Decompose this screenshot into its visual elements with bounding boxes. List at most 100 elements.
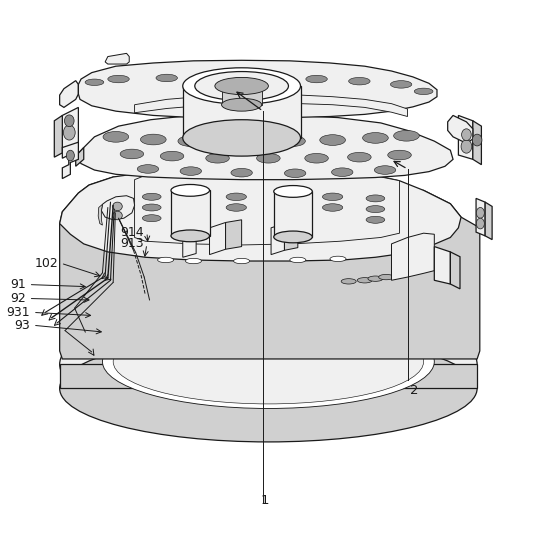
Ellipse shape [171,230,210,242]
Ellipse shape [59,305,477,423]
Ellipse shape [66,150,75,161]
Polygon shape [135,170,399,245]
Ellipse shape [178,136,204,146]
Polygon shape [171,190,210,236]
Ellipse shape [366,205,385,213]
Ellipse shape [305,153,329,163]
Ellipse shape [226,204,247,211]
Ellipse shape [341,279,356,284]
Ellipse shape [137,164,159,173]
Ellipse shape [357,278,372,283]
Ellipse shape [113,320,423,404]
Ellipse shape [366,195,385,202]
Ellipse shape [231,168,252,177]
Polygon shape [391,233,434,280]
Ellipse shape [143,215,161,222]
Text: 91: 91 [10,278,26,291]
Ellipse shape [108,75,129,83]
Ellipse shape [202,74,223,82]
Ellipse shape [348,152,371,162]
Ellipse shape [477,208,485,218]
Polygon shape [485,202,492,240]
Ellipse shape [388,150,411,160]
Ellipse shape [195,72,288,100]
Ellipse shape [64,115,74,126]
Text: 913: 913 [121,237,144,251]
Ellipse shape [226,193,247,200]
Polygon shape [62,142,78,179]
Polygon shape [78,60,437,118]
Ellipse shape [414,88,433,94]
Polygon shape [434,247,450,284]
Polygon shape [62,108,78,153]
Ellipse shape [390,81,412,88]
Ellipse shape [120,149,144,159]
Text: 931: 931 [6,306,30,319]
Polygon shape [183,86,301,138]
Text: 93: 93 [14,319,30,332]
Ellipse shape [180,167,202,176]
Ellipse shape [366,216,385,223]
Polygon shape [59,81,78,108]
Polygon shape [448,115,473,144]
Polygon shape [473,121,481,164]
Ellipse shape [477,218,485,229]
Polygon shape [301,95,407,116]
Ellipse shape [63,125,75,140]
Polygon shape [210,222,226,254]
Ellipse shape [323,204,343,211]
Polygon shape [450,252,460,289]
Ellipse shape [306,75,327,83]
Ellipse shape [362,132,388,144]
Polygon shape [226,220,242,250]
Ellipse shape [160,151,184,161]
Ellipse shape [274,231,312,243]
Ellipse shape [113,211,122,220]
Ellipse shape [320,135,346,145]
Polygon shape [222,86,262,105]
Polygon shape [59,169,461,261]
Ellipse shape [215,77,269,94]
Ellipse shape [330,256,346,262]
Ellipse shape [221,98,262,111]
Polygon shape [76,114,453,179]
Ellipse shape [274,185,312,197]
Ellipse shape [368,276,383,282]
Ellipse shape [378,274,393,280]
Ellipse shape [103,131,129,142]
Text: 1: 1 [260,494,269,507]
Ellipse shape [257,153,280,163]
Polygon shape [271,224,285,254]
Ellipse shape [461,129,471,141]
Ellipse shape [158,257,174,263]
Ellipse shape [156,74,177,82]
Polygon shape [274,192,312,237]
Text: 102: 102 [34,257,58,270]
Ellipse shape [143,204,161,211]
Ellipse shape [323,193,343,200]
Polygon shape [59,364,477,389]
Polygon shape [476,198,485,236]
Polygon shape [183,227,196,257]
Ellipse shape [234,258,250,264]
Ellipse shape [374,166,396,174]
Ellipse shape [290,257,306,263]
Polygon shape [101,196,135,220]
Polygon shape [105,54,129,64]
Ellipse shape [393,130,419,141]
Ellipse shape [258,74,279,82]
Ellipse shape [183,68,301,104]
Polygon shape [98,204,102,225]
Ellipse shape [206,153,229,163]
Ellipse shape [349,77,370,85]
Ellipse shape [140,134,166,145]
Ellipse shape [102,315,434,408]
Polygon shape [59,177,480,359]
Ellipse shape [171,184,210,197]
Ellipse shape [183,120,301,156]
Ellipse shape [285,169,306,178]
Ellipse shape [59,335,477,442]
Text: 2: 2 [410,384,418,397]
Polygon shape [458,115,473,160]
Ellipse shape [113,202,122,211]
